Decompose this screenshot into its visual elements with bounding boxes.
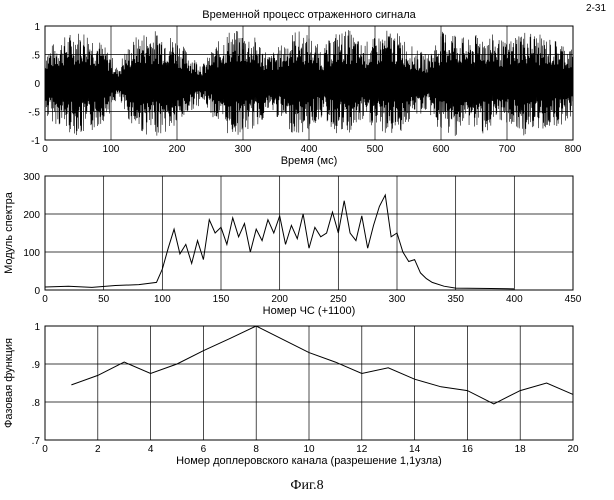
x-tick-label: 600 <box>433 144 450 155</box>
x-axis-label: Номер доплеровского канала (разрешение 1… <box>176 455 442 467</box>
x-tick-label: 300 <box>389 294 406 305</box>
plot-frame <box>45 176 573 290</box>
x-tick-label: 500 <box>367 144 384 155</box>
y-tick-label: 0 <box>34 79 40 90</box>
chart-title: Временной процесс отраженного сигнала <box>202 9 416 21</box>
figure-caption: Фиг.8 <box>0 478 614 494</box>
y-tick-label: 200 <box>23 210 40 221</box>
x-tick-label: 2 <box>95 444 101 455</box>
y-tick-label: .5 <box>32 51 41 62</box>
x-tick-label: 0 <box>42 444 48 455</box>
y-tick-label: -.5 <box>28 108 40 119</box>
x-tick-label: 16 <box>462 444 474 455</box>
y-tick-label: 1 <box>34 22 40 33</box>
x-tick-label: 400 <box>506 294 523 305</box>
x-tick-label: 4 <box>148 444 154 455</box>
x-tick-label: 12 <box>356 444 368 455</box>
spectrum-chart: 0 50 100 150 200 250 300 350 400 450 0 100 200 300 Ном… <box>3 172 582 317</box>
y-tick-label: -1 <box>31 136 40 147</box>
y-tick-label: 1 <box>34 322 40 333</box>
x-tick-label: 18 <box>515 444 527 455</box>
x-tick-label: 350 <box>447 294 464 305</box>
x-tick-label: 250 <box>330 294 347 305</box>
x-axis-label: Время (мс) <box>281 155 338 167</box>
x-tick-label: 800 <box>565 144 582 155</box>
series-line <box>71 326 573 404</box>
x-tick-label: 8 <box>253 444 259 455</box>
y-tick-label: 0 <box>34 286 40 297</box>
x-tick-label: 10 <box>303 444 315 455</box>
x-tick-label: 50 <box>98 294 110 305</box>
y-tick-label: .8 <box>32 398 41 409</box>
x-tick-label: 6 <box>201 444 207 455</box>
x-tick-label: 100 <box>154 294 171 305</box>
x-tick-label: 400 <box>301 144 318 155</box>
y-tick-label: 100 <box>23 248 40 259</box>
x-tick-label: 450 <box>565 294 582 305</box>
x-tick-label: 20 <box>567 444 579 455</box>
x-tick-label: 0 <box>42 294 48 305</box>
y-axis-label: Фазовая функция <box>3 338 15 428</box>
y-tick-label: .7 <box>32 436 41 447</box>
x-tick-label: 100 <box>103 144 120 155</box>
x-axis-label: Номер ЧС (+1100) <box>263 305 356 317</box>
y-axis-label: Модуль спектра <box>3 191 15 274</box>
y-tick-label: .9 <box>32 360 41 371</box>
x-tick-label: 200 <box>169 144 186 155</box>
phase-function-chart: 0 2 4 6 8 10 12 14 16 18 20 .7 .8 .9 1 Номер доплеровск… <box>3 322 579 467</box>
x-tick-label: 14 <box>409 444 421 455</box>
time-signal-chart: 0 100 200 300 400 500 600 700 800 -1 -.5 0 .5 1 Времен… <box>28 9 581 167</box>
y-tick-label: 300 <box>23 172 40 183</box>
x-tick-label: 200 <box>271 294 288 305</box>
x-tick-label: 300 <box>235 144 252 155</box>
x-tick-label: 0 <box>42 144 48 155</box>
x-tick-label: 150 <box>213 294 230 305</box>
x-tick-label: 700 <box>499 144 516 155</box>
signal-trace <box>45 30 573 136</box>
